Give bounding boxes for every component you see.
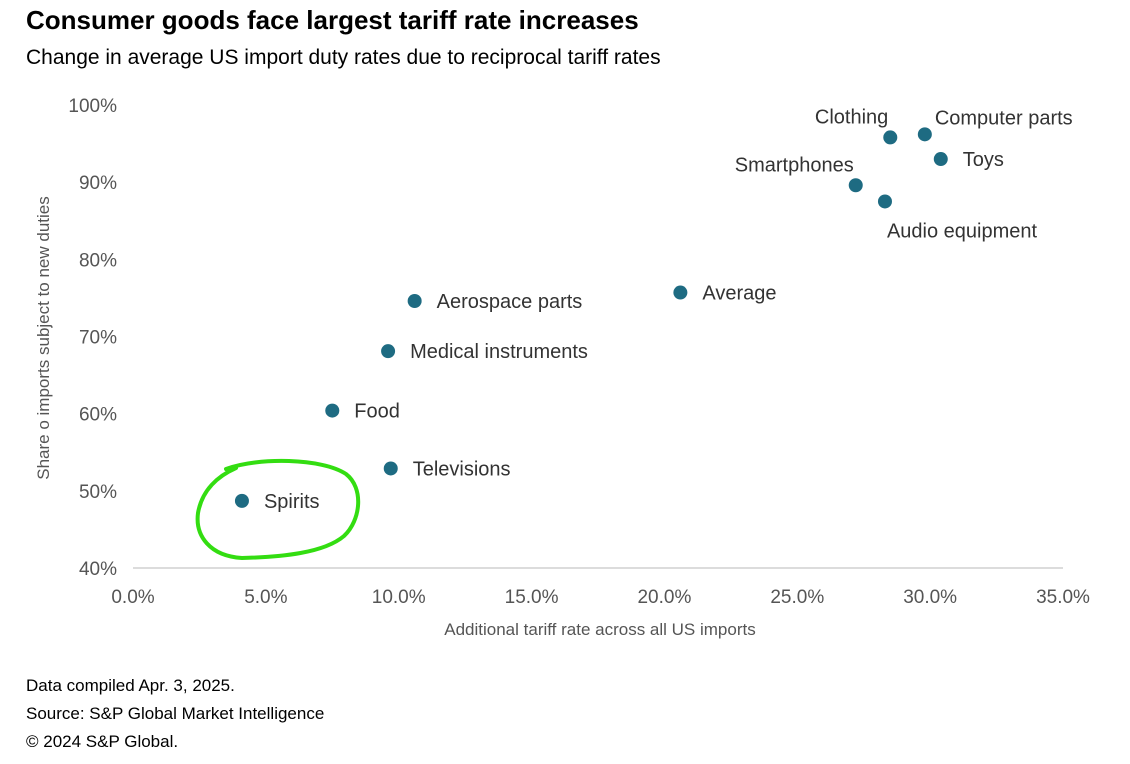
data-label: Televisions: [413, 458, 511, 480]
data-point: [917, 127, 932, 142]
x-tick-label: 15.0%: [505, 587, 559, 608]
data-point: [877, 194, 892, 209]
y-tick-label: 40%: [79, 559, 117, 580]
data-label: Average: [702, 283, 776, 305]
x-tick-label: 35.0%: [1036, 587, 1090, 608]
data-point: [381, 344, 396, 359]
footer-date: Data compiled Apr. 3, 2025.: [26, 676, 235, 695]
x-tick-label: 20.0%: [637, 587, 691, 608]
x-tick-label: 30.0%: [903, 587, 957, 608]
data-point: [673, 285, 688, 300]
data-point: [383, 461, 398, 476]
data-label: Food: [354, 401, 400, 423]
data-points: Clothing Computer parts Toys Smartphones Aud…: [234, 106, 1073, 513]
y-tick-label: 70%: [79, 328, 117, 349]
x-tick-label: 25.0%: [770, 587, 824, 608]
x-tick-label: 10.0%: [372, 587, 426, 608]
y-axis-ticks: 40% 50% 60% 70% 80% 90% 100%: [68, 96, 117, 580]
y-tick-label: 90%: [79, 173, 117, 194]
y-tick-label: 100%: [68, 96, 117, 117]
y-axis-label: Share o imports subject to new duties: [34, 196, 53, 479]
y-tick-label: 60%: [79, 405, 117, 426]
data-label: Toys: [963, 149, 1004, 171]
data-label: Smartphones: [735, 154, 854, 176]
data-label: Clothing: [815, 106, 888, 128]
data-label: Spirits: [264, 491, 320, 513]
data-label: Audio equipment: [887, 220, 1038, 242]
scatter-chart: 40% 50% 60% 70% 80% 90% 100% 0.0% 5.0% 10.0% 15.0…: [34, 96, 1090, 639]
y-tick-label: 80%: [79, 250, 117, 271]
data-label: Computer parts: [935, 107, 1073, 129]
footer-copyright: © 2024 S&P Global.: [26, 732, 179, 751]
data-point: [883, 130, 898, 145]
data-point: [848, 178, 863, 193]
hand-drawn-highlight-circle: [195, 458, 361, 561]
footer-source: Source: S&P Global Market Intelligence: [26, 704, 325, 723]
chart-subtitle: Change in average US import duty rates d…: [26, 46, 661, 69]
x-tick-label: 0.0%: [111, 587, 154, 608]
data-point: [325, 403, 340, 418]
x-axis-ticks: 0.0% 5.0% 10.0% 15.0% 20.0% 25.0% 30.0% 35.0%: [111, 587, 1090, 608]
x-tick-label: 5.0%: [244, 587, 287, 608]
data-label: Medical instruments: [410, 341, 588, 363]
chart-title: Consumer goods face largest tariff rate …: [26, 5, 639, 35]
data-label: Aerospace parts: [437, 291, 583, 313]
x-axis-label: Additional tariff rate across all US imp…: [444, 620, 755, 639]
data-point: [933, 152, 948, 167]
data-point: [407, 294, 422, 309]
y-tick-label: 50%: [79, 482, 117, 503]
data-point: [234, 493, 249, 508]
